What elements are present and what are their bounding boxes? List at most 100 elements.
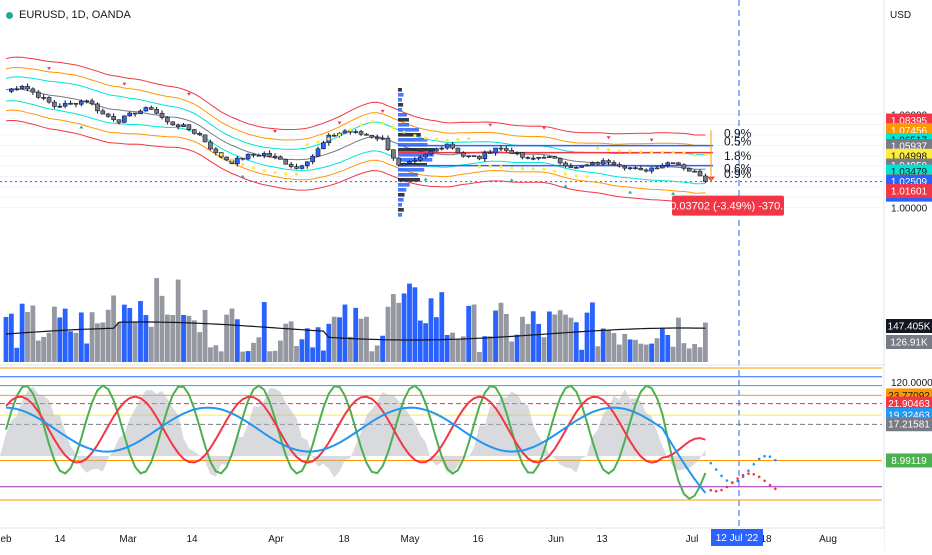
candle-body [369, 134, 375, 138]
volume-bar [541, 337, 547, 362]
volume-bar [380, 335, 385, 362]
candle-body [57, 105, 63, 108]
candle-body [380, 137, 385, 140]
volume-bar [159, 295, 165, 362]
volume-bar [105, 309, 111, 362]
price-badge: 1.08395 [891, 116, 928, 127]
price-tick-label: 1.00000 [891, 204, 928, 215]
volume-bar [116, 322, 122, 362]
osc-forecast-dot [757, 457, 761, 461]
candle-body [627, 167, 633, 170]
osc-forecast-dot [714, 489, 718, 493]
volume-ma-line [5, 321, 706, 341]
osc-forecast-dot [736, 477, 739, 480]
buy-arrow [628, 190, 633, 194]
volume-bar [251, 342, 256, 362]
candle-body [73, 102, 79, 105]
buy-arrow [563, 184, 568, 188]
volume-bar [530, 311, 536, 362]
candle-body [294, 166, 299, 169]
volume-bar [358, 318, 364, 362]
osc-forecast-dot [757, 475, 761, 479]
candle-body [385, 137, 391, 150]
candle-body [89, 100, 95, 105]
volume-badge-bg [886, 319, 932, 333]
osc-forecast-dot [752, 462, 756, 466]
volume-bar [240, 351, 246, 362]
sar-dot [693, 153, 697, 157]
candle-body [52, 101, 57, 107]
volume-bar [256, 337, 262, 362]
volume-bar [202, 309, 208, 362]
candle-body [654, 167, 660, 170]
candle-body [364, 133, 369, 136]
volume-bar [121, 304, 127, 362]
volume-bar [579, 349, 585, 362]
candle-body [697, 170, 703, 177]
candle-body [213, 148, 219, 153]
candle-body [665, 162, 671, 166]
candle-body [41, 97, 46, 99]
candle-body [434, 148, 439, 152]
candle-body [79, 100, 84, 105]
volume-bar [616, 344, 622, 362]
volume-profile-bar [398, 128, 420, 132]
candle-body [261, 152, 267, 156]
volume-bar [30, 305, 36, 362]
measure-label-bg [672, 195, 784, 216]
volume-bar [552, 314, 558, 362]
osc-forecast-dot [720, 488, 723, 492]
candle-body [606, 160, 611, 163]
time-tick-label: 14 [186, 534, 198, 545]
candle-body [455, 147, 461, 154]
time-tick-label: 18 [338, 534, 350, 545]
volume-bar [25, 312, 30, 362]
volume-bar [401, 293, 407, 362]
time-tick-label: 18 [760, 534, 772, 545]
candle-body [202, 134, 208, 143]
candle-body [235, 157, 240, 165]
volume-bar [455, 339, 461, 362]
volume-bar [57, 317, 63, 362]
volume-profile-bar [398, 143, 428, 147]
candle-body [552, 156, 558, 159]
volume-bar [138, 301, 143, 362]
time-tick-label: Jul [686, 534, 699, 545]
volume-bar [321, 350, 326, 362]
sar-dot [230, 158, 234, 162]
volume-bar [369, 351, 375, 362]
volume-profile-bar [398, 213, 403, 217]
sell-arrow [649, 138, 654, 142]
volume-bar [573, 322, 579, 362]
candle-body [19, 85, 25, 90]
candle-body [245, 153, 251, 160]
sar-dot [284, 172, 288, 176]
volume-bar [288, 321, 294, 362]
candle-body [681, 164, 687, 169]
volume-bar [52, 306, 57, 362]
candle-body [299, 165, 305, 169]
volume-bar [649, 343, 654, 362]
candle-body [46, 97, 52, 103]
volume-bar [503, 313, 509, 362]
oscillator-pane [0, 367, 882, 501]
volume-profile-bar [398, 208, 404, 212]
volume-bar [277, 340, 283, 362]
volume-bar [267, 351, 273, 362]
candle-body [563, 162, 568, 167]
volume-bar [342, 304, 348, 362]
volume-bar [337, 317, 342, 362]
sar-dot [488, 164, 492, 168]
osc-area [0, 386, 706, 478]
symbol-legend[interactable]: EURUSD, 1D, OANDA [6, 9, 131, 21]
sar-dot [348, 128, 352, 132]
sar-dot [316, 140, 320, 144]
volume-bar [234, 319, 240, 362]
sar-dot [241, 162, 245, 167]
osc-forecast-dot [714, 468, 718, 471]
volume-bar [595, 346, 601, 362]
candle-body [105, 113, 111, 117]
